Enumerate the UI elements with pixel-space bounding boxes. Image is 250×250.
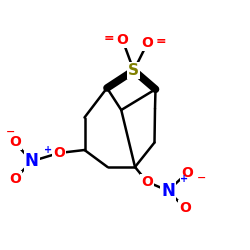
Text: N: N xyxy=(161,182,175,200)
Text: =: = xyxy=(156,35,166,48)
Text: O: O xyxy=(116,33,128,47)
Text: O: O xyxy=(9,172,21,186)
Text: +: + xyxy=(180,174,188,184)
Text: O: O xyxy=(142,36,154,50)
Text: O: O xyxy=(179,201,191,215)
Text: N: N xyxy=(25,152,39,170)
Text: O: O xyxy=(141,175,153,189)
Text: O: O xyxy=(9,136,21,149)
Text: O: O xyxy=(53,146,65,160)
Text: O: O xyxy=(181,166,193,180)
Text: +: + xyxy=(44,145,52,155)
Text: =: = xyxy=(104,32,114,45)
Text: −: − xyxy=(6,126,15,136)
Text: −: − xyxy=(196,173,206,183)
Text: S: S xyxy=(128,63,139,78)
